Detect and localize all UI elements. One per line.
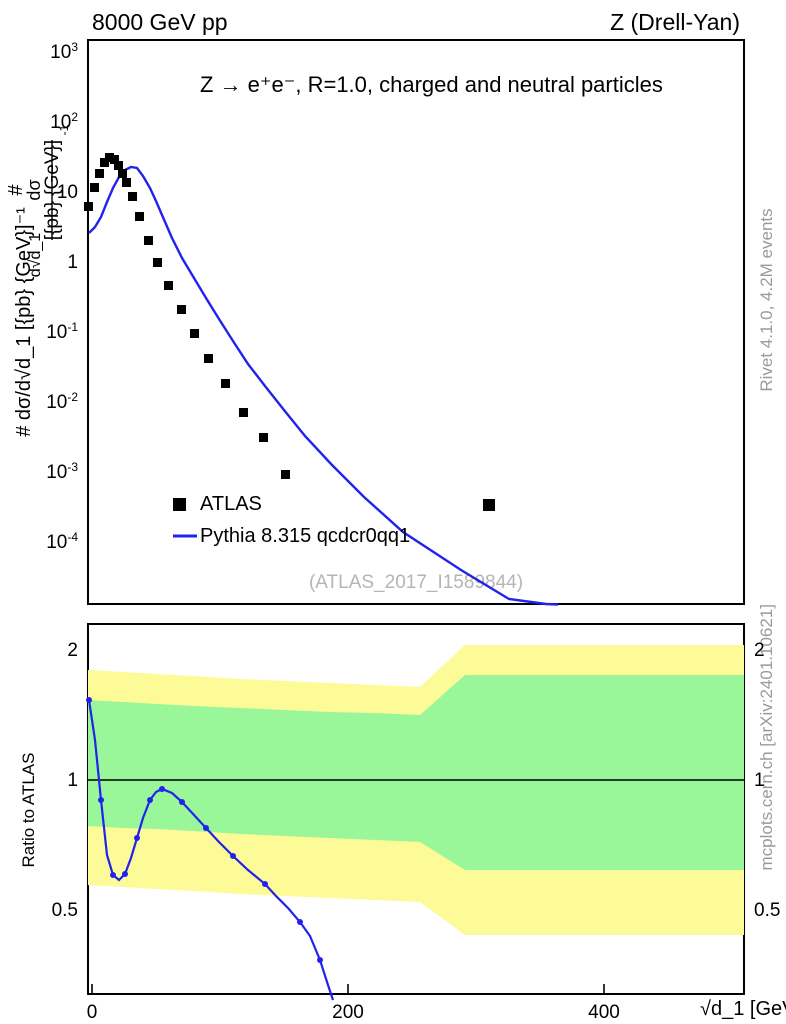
svg-text:10-4: 10-4 [46,530,78,553]
svg-text:-1: -1 [57,124,71,135]
svg-text:200: 200 [332,1002,364,1023]
svg-text:10-3: 10-3 [46,460,78,483]
rivet-credit: Rivet 4.1.0, 4.2M events [757,208,776,391]
legend-atlas-marker [173,498,186,511]
svg-text:400: 400 [588,1002,620,1023]
main-panel-frame [88,40,744,604]
svg-text:0: 0 [87,1002,98,1023]
legend-atlas-label: ATLAS [200,493,262,515]
reference-caption: (ATLAS_2017_I1589844) [309,572,523,593]
svg-text:[{pb} {GeV}]: [{pb} {GeV}] [42,140,63,240]
legend-pythia-label: Pythia 8.315 qcdcr0qq1 [200,525,410,547]
svg-text:2: 2 [67,640,78,661]
chart-root: 8000 GeV pp Z (Drell-Yan) Z → e⁺e⁻, R=1.… [0,0,786,1024]
ratio-y-axis-title: Ratio to ATLAS [19,753,38,868]
top-right-label: Z (Drell-Yan) [610,9,740,35]
physics-annotation: Z → e⁺e⁻, R=1.0, charged and neutral par… [200,72,663,97]
main-y-ticks: 103 102 10 1 10-1 10-2 10-3 10-4 [46,40,78,553]
svg-text:10-1: 10-1 [46,320,78,343]
svg-text:0.5: 0.5 [754,900,780,921]
svg-text:0.5: 0.5 [52,900,78,921]
svg-text:1: 1 [67,770,78,791]
svg-text:1: 1 [754,770,765,791]
svg-text:dσ: dσ [24,179,44,200]
ratio-x-axis-title: √d_1 [GeV] [700,998,786,1020]
svg-text:2: 2 [754,640,765,661]
ratio-x-ticks: 0 200 400 [87,1002,620,1023]
svg-text:10-2: 10-2 [46,390,78,413]
svg-text:103: 103 [50,40,78,63]
svg-text:1: 1 [67,252,78,273]
top-left-label: 8000 GeV pp [92,9,228,35]
